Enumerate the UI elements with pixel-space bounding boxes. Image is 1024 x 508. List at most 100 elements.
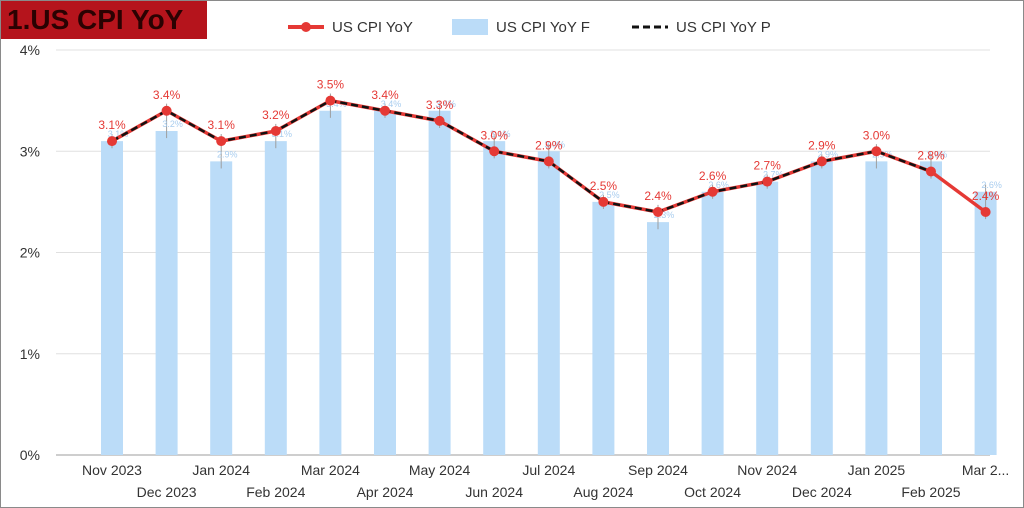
actual-point <box>598 196 609 207</box>
forecast-bar <box>264 141 287 455</box>
actual-data-label: 2.4% <box>972 189 1000 203</box>
x-tick-label: Apr 2024 <box>357 484 414 500</box>
x-tick-label: Feb 2024 <box>246 484 305 500</box>
actual-data-label: 3.0% <box>863 128 891 142</box>
actual-point <box>762 176 773 187</box>
forecast-data-label: 3.4% <box>326 99 347 109</box>
actual-data-label: 3.1% <box>98 118 126 132</box>
actual-point <box>871 146 882 157</box>
actual-point <box>653 207 663 217</box>
legend-forecast-label: US CPI YoY F <box>496 18 590 36</box>
forecast-bar <box>974 191 997 455</box>
forecast-bar <box>101 141 123 455</box>
forecast-bar <box>810 161 833 455</box>
legend-item-previous[interactable]: US CPI YoY P <box>632 14 771 40</box>
x-tick-label: Nov 2024 <box>737 462 797 478</box>
forecast-data-label: 2.9% <box>217 149 238 159</box>
actual-data-label: 2.8% <box>917 149 945 163</box>
forecast-data-label: 2.3% <box>654 210 675 220</box>
forecast-data-label: 3.1% <box>490 129 511 139</box>
x-tick-label: Dec 2024 <box>792 484 852 500</box>
actual-data-label: 2.7% <box>754 159 782 173</box>
x-tick-label: Dec 2023 <box>137 484 197 500</box>
actual-data-label: 3.0% <box>481 128 509 142</box>
forecast-data-label: 3.1% <box>108 129 129 139</box>
forecast-bar <box>537 151 560 455</box>
actual-point <box>489 146 500 157</box>
y-tick-label: 0% <box>20 447 40 463</box>
forecast-data-label: 3.0% <box>545 139 566 149</box>
x-tick-label: Feb 2025 <box>901 484 960 500</box>
forecast-bar <box>756 181 779 455</box>
actual-point <box>980 207 991 217</box>
legend-forecast-swatch <box>452 19 488 35</box>
forecast-bar <box>592 201 615 455</box>
actual-point <box>380 105 390 116</box>
chart-title: 1.US CPI YoY <box>1 1 207 39</box>
forecast-data-label: 3.4% <box>435 99 456 109</box>
forecast-bar <box>374 110 396 455</box>
x-tick-label: Aug 2024 <box>573 484 633 500</box>
x-tick-label: Jan 2025 <box>848 462 906 478</box>
actual-data-label: 3.5% <box>317 78 345 92</box>
legend-actual-label: US CPI YoY <box>332 18 413 36</box>
actual-point <box>926 166 936 177</box>
legend-previous-swatch <box>632 25 668 29</box>
forecast-data-label: 2.5% <box>599 190 620 200</box>
x-tick-label: Sep 2024 <box>628 462 688 478</box>
x-tick-label: May 2024 <box>409 462 471 478</box>
x-tick-label: Mar 2024 <box>301 462 360 478</box>
legend-item-actual[interactable]: US CPI YoY <box>288 14 413 40</box>
forecast-data-label: 2.9% <box>818 149 839 159</box>
actual-point <box>434 115 445 126</box>
actual-data-label: 2.9% <box>535 138 563 152</box>
forecast-data-label: 2.6% <box>981 180 1002 190</box>
forecast-bar <box>483 141 506 455</box>
actual-data-label: 2.4% <box>644 189 672 203</box>
forecast-data-label: 2.6% <box>708 180 729 190</box>
actual-data-label: 2.5% <box>590 179 618 193</box>
y-tick-label: 3% <box>20 143 40 159</box>
forecast-bar <box>701 191 724 455</box>
previous-line <box>111 99 932 214</box>
actual-data-label: 3.4% <box>371 88 399 102</box>
x-tick-label: Jan 2024 <box>192 462 250 478</box>
actual-point <box>543 156 554 167</box>
y-tick-label: 2% <box>20 245 40 261</box>
x-tick-label: Mar 2... <box>962 462 1009 478</box>
legend-previous-label: US CPI YoY P <box>676 18 771 36</box>
actual-point <box>707 186 718 197</box>
y-tick-label: 1% <box>20 346 40 362</box>
forecast-data-label: 2.9% <box>927 149 948 159</box>
forecast-data-label: 3.1% <box>272 129 293 139</box>
actual-point <box>161 105 172 116</box>
actual-data-label: 3.1% <box>208 118 236 132</box>
actual-point <box>216 136 227 147</box>
x-tick-label: Oct 2024 <box>684 484 741 500</box>
x-tick-label: Jun 2024 <box>465 484 523 500</box>
forecast-bar <box>428 110 451 455</box>
actual-data-label: 3.3% <box>426 98 454 112</box>
forecast-bar <box>319 110 342 455</box>
forecast-bar <box>647 222 669 455</box>
forecast-bar <box>920 161 942 455</box>
x-tick-label: Nov 2023 <box>82 462 142 478</box>
y-tick-label: 4% <box>20 42 40 58</box>
legend-item-forecast[interactable]: US CPI YoY F <box>452 14 590 40</box>
actual-point <box>107 136 117 147</box>
forecast-data-label: 3.4% <box>381 99 402 109</box>
legend-actual-swatch <box>288 22 324 32</box>
actual-data-label: 3.4% <box>153 88 181 102</box>
actual-point <box>270 126 281 136</box>
x-tick-label: Jul 2024 <box>522 462 575 478</box>
legend: US CPI YoY US CPI YoY F US CPI YoY P <box>0 14 1024 40</box>
actual-point <box>325 95 336 106</box>
forecast-bar <box>865 161 888 455</box>
actual-data-label: 2.9% <box>808 138 836 152</box>
forecast-data-label: 3.2% <box>162 119 183 129</box>
forecast-bar <box>155 131 178 455</box>
actual-data-label: 3.2% <box>262 108 290 122</box>
forecast-data-label: 2.7% <box>763 170 784 180</box>
actual-data-label: 2.6% <box>699 169 727 183</box>
